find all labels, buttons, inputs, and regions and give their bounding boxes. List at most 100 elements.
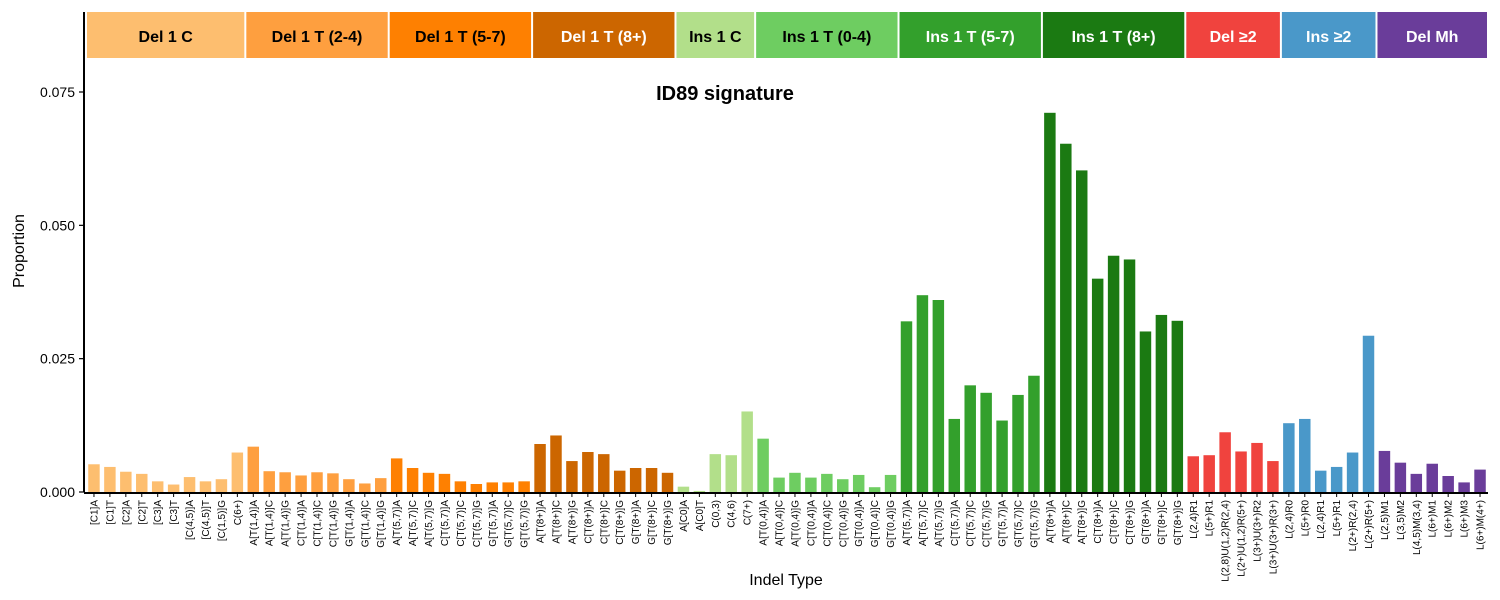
- bar-28: [534, 444, 546, 492]
- bar-31: [582, 452, 594, 492]
- bar-3: [136, 473, 148, 492]
- chart-title: ID89 signature: [656, 83, 794, 105]
- group-label-4: Ins 1 C: [689, 29, 742, 46]
- bar-72: [1235, 451, 1247, 492]
- bar-67: [1155, 314, 1168, 492]
- x-tick-label-80: L(2+)R(5+): [1364, 500, 1375, 549]
- bar-17: [359, 483, 371, 492]
- bar-51: [900, 321, 913, 492]
- bar-50: [884, 474, 897, 492]
- bar-4: [151, 481, 164, 492]
- x-tick-label-44: A[T(0,4)]G: [790, 500, 801, 547]
- x-tick-label-23: C[T(5,7)]C: [456, 500, 467, 547]
- bar-79: [1346, 452, 1359, 492]
- x-tick-label-17: G[T(1,4)]C: [360, 500, 371, 547]
- x-tick-label-62: A[T(8+)]G: [1077, 500, 1088, 544]
- bar-77: [1314, 470, 1327, 492]
- bar-14: [311, 472, 323, 492]
- x-tick-label-84: L(6+)M1: [1428, 500, 1439, 538]
- x-tick-label-72: L(2+)U(1,2)R(5+): [1237, 500, 1248, 577]
- group-box-0: [87, 12, 245, 58]
- x-tick-label-4: [C3]A: [153, 500, 164, 525]
- x-tick-label-31: C[T(8+)]A: [583, 500, 594, 544]
- bar-12: [279, 472, 291, 492]
- x-tick-label-46: C[T(0,4)]C: [822, 500, 833, 547]
- bar-78: [1330, 466, 1343, 492]
- bar-23: [454, 481, 467, 492]
- x-tick-label-8: [C(1,5)]G: [217, 500, 228, 541]
- group-label-7: Ins 1 T (8+): [1072, 29, 1156, 46]
- x-tick-label-47: C[T(0,4)]G: [838, 500, 849, 547]
- y-axis-label: Proportion: [11, 214, 28, 288]
- bar-57: [996, 420, 1008, 492]
- bar-61: [1060, 143, 1072, 492]
- y-axis: 0.000 0.025 0.050 0.075: [40, 12, 85, 500]
- x-tick-label-85: L(6+)M2: [1444, 500, 1455, 538]
- bar-24: [470, 484, 483, 492]
- bar-21: [422, 472, 435, 492]
- bar-15: [327, 473, 339, 492]
- x-tick-label-16: G[T(1,4)]A: [344, 500, 355, 547]
- group-box-9: [1281, 12, 1376, 58]
- x-tick-label-9: C(6+): [233, 500, 244, 525]
- y-tick-label-3: 0.075: [40, 84, 75, 100]
- x-tick-label-39: C(0,3): [711, 500, 722, 528]
- group-label-10: Del Mh: [1406, 29, 1458, 46]
- bar-82: [1394, 462, 1407, 492]
- x-tick-label-24: C[T(5,7)]G: [472, 500, 483, 547]
- x-tick-label-58: G[T(5,7)]C: [1014, 500, 1025, 547]
- x-tick-label-51: A[T(5,7)]A: [902, 500, 913, 546]
- x-tick-label-38: A[C0]T: [695, 500, 706, 531]
- bar-20: [406, 468, 419, 492]
- x-tick-label-40: C(4,6): [727, 500, 738, 528]
- group-header-bar: Del 1 C Del 1 T (2-4) Del 1 T (5-7) Del 1 T…: [87, 12, 1487, 58]
- x-tick-label-19: A[T(5,7)]A: [392, 500, 403, 546]
- bar-19: [390, 458, 403, 492]
- bar-70: [1203, 455, 1215, 492]
- bar-58: [1012, 394, 1024, 492]
- x-tick-label-32: C[T(8+)]C: [599, 500, 610, 544]
- x-tick-label-63: C[T(8+)]A: [1093, 500, 1104, 544]
- x-tick-label-59: G[T(5,7)]G: [1029, 500, 1040, 548]
- bar-52: [916, 295, 929, 492]
- bar-56: [980, 392, 992, 492]
- bar-69: [1187, 456, 1199, 492]
- bar-5: [167, 484, 180, 492]
- y-tick-label-1: 0.025: [40, 351, 75, 367]
- group-label-0: Del 1 C: [139, 29, 194, 46]
- x-tick-label-12: A[T(1,4)]G: [281, 500, 292, 547]
- x-tick-label-15: C[T(1,4)]G: [328, 500, 339, 547]
- bar-55: [964, 385, 976, 492]
- bar-85: [1442, 476, 1454, 492]
- x-tick-label-21: A[T(5,7)]G: [424, 500, 435, 547]
- bar-63: [1091, 278, 1104, 492]
- bar-0: [88, 464, 100, 492]
- group-label-2: Del 1 T (5-7): [415, 29, 506, 46]
- x-tick-label-81: L(2,5)M1: [1380, 500, 1391, 540]
- x-tick-label-37: A[C0]A: [679, 500, 690, 532]
- x-tick-label-11: A[T(1,4)]C: [265, 500, 276, 546]
- bar-2: [120, 471, 132, 492]
- x-tick-label-20: A[T(5,7)]C: [408, 500, 419, 546]
- x-tick-label-65: C[T(8+)]G: [1125, 500, 1136, 545]
- group-box-4: [676, 12, 755, 58]
- group-box-3: [533, 12, 675, 58]
- group-box-7: [1042, 12, 1185, 58]
- group-label-5: Ins 1 T (0-4): [782, 29, 871, 46]
- group-label-1: Del 1 T (2-4): [272, 29, 363, 46]
- bar-39: [709, 454, 722, 492]
- group-box-6: [899, 12, 1041, 58]
- bar-22: [438, 473, 451, 492]
- bar-49: [868, 487, 881, 492]
- bar-9: [231, 452, 244, 492]
- bar-62: [1076, 170, 1088, 492]
- bar-68: [1171, 320, 1184, 492]
- bar-7: [199, 481, 212, 492]
- bar-33: [613, 470, 626, 492]
- x-tick-label-71: L(2,8)U(1,2)R(2,4): [1221, 500, 1232, 582]
- x-tick-label-0: [C1]A: [89, 500, 100, 525]
- bar-43: [773, 477, 785, 492]
- x-tick-label-52: A[T(5,7)]C: [918, 500, 929, 546]
- x-tick-label-86: L(6+)M3: [1460, 500, 1471, 538]
- bar-73: [1251, 442, 1263, 492]
